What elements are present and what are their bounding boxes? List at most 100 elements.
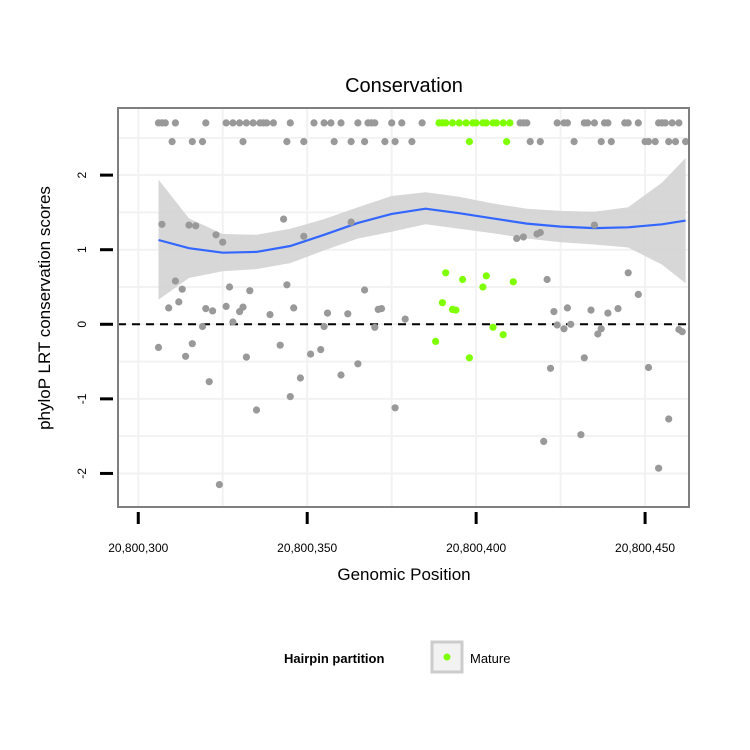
other-point (323, 309, 332, 317)
other-point (377, 305, 386, 313)
other-point (280, 215, 288, 223)
other-point (526, 138, 534, 146)
other-point (682, 138, 690, 146)
other-point (553, 119, 561, 127)
other-point (590, 221, 599, 229)
other-point (665, 415, 673, 423)
other-point (546, 364, 555, 372)
other-point (590, 119, 599, 127)
other-point (597, 325, 605, 333)
other-point (671, 138, 680, 146)
y-tick-label: 1 (75, 246, 89, 253)
x-tick-label: 20,800,300 (108, 541, 168, 555)
mature-point (448, 119, 457, 127)
other-point (337, 371, 345, 379)
other-point (242, 119, 250, 127)
other-point (300, 232, 308, 240)
other-point (577, 431, 585, 439)
other-point (560, 325, 568, 333)
other-point (563, 119, 572, 127)
other-point (607, 138, 615, 146)
other-point (661, 119, 669, 127)
mature-point (509, 278, 517, 286)
mature-point (465, 354, 473, 362)
other-point (418, 119, 426, 127)
other-point (347, 138, 355, 146)
other-point (540, 437, 548, 445)
other-point (614, 305, 622, 313)
other-point (310, 119, 318, 127)
legend-key-box (430, 640, 464, 674)
other-point (388, 119, 396, 127)
other-point (263, 119, 271, 127)
other-point (587, 306, 595, 314)
x-tick-label: 20,800,350 (277, 541, 337, 555)
other-point (154, 343, 163, 351)
other-point (675, 119, 683, 127)
other-point (175, 298, 183, 306)
other-point (290, 304, 298, 312)
mature-point (492, 119, 500, 127)
other-point (171, 277, 179, 285)
other-point (212, 231, 220, 239)
other-point (665, 138, 673, 146)
other-point (371, 323, 379, 331)
other-point (229, 318, 237, 326)
x-axis-title: Genomic Position (337, 565, 470, 584)
other-point (219, 238, 227, 246)
other-point (242, 353, 250, 361)
mature-point (472, 119, 480, 127)
other-point (584, 119, 592, 127)
other-point (330, 138, 338, 146)
other-point (644, 363, 653, 372)
other-point (567, 320, 575, 328)
y-tick-label: 0 (75, 321, 89, 328)
legend-title: Hairpin partition (284, 651, 384, 666)
mature-point (438, 299, 446, 307)
mature-point (462, 119, 470, 127)
other-point (580, 354, 588, 362)
legend: Hairpin partition Mature (284, 640, 510, 674)
other-point (536, 228, 544, 237)
other-point (158, 220, 166, 228)
mature-point (489, 323, 497, 331)
other-point (634, 290, 642, 298)
y-tick-label: 2 (75, 171, 89, 178)
other-point (668, 119, 676, 127)
other-point (182, 352, 190, 360)
other-point (205, 378, 213, 386)
x-tick-label: 20,800,450 (615, 541, 675, 555)
other-point (354, 119, 362, 127)
other-point (398, 119, 406, 127)
other-point (307, 350, 315, 358)
other-point (408, 138, 416, 146)
mature-point (506, 119, 514, 127)
y-tick-label: -2 (75, 468, 89, 479)
other-point (215, 481, 223, 489)
other-point (624, 119, 632, 127)
legend-mature-marker (443, 653, 451, 661)
other-point (536, 138, 544, 146)
other-point (246, 287, 254, 295)
other-point (570, 138, 578, 146)
other-point (296, 374, 304, 382)
other-point (225, 283, 234, 291)
chart-title: Conservation (345, 75, 463, 97)
other-point (286, 119, 294, 127)
other-point (361, 286, 369, 294)
other-point (604, 119, 612, 127)
other-point (634, 119, 642, 127)
other-point (327, 119, 335, 127)
other-point (391, 404, 399, 412)
data-points (154, 119, 690, 489)
mature-point (455, 119, 463, 127)
mature-point (452, 306, 460, 314)
smooth-trend-line (158, 207, 686, 254)
other-point (269, 119, 277, 127)
other-point (523, 119, 531, 127)
mature-point (499, 331, 507, 339)
other-point (198, 322, 207, 331)
mature-point (479, 283, 487, 291)
x-axis: 20,800,300 20,800,350 20,800,400 20,800,450 (108, 512, 675, 555)
